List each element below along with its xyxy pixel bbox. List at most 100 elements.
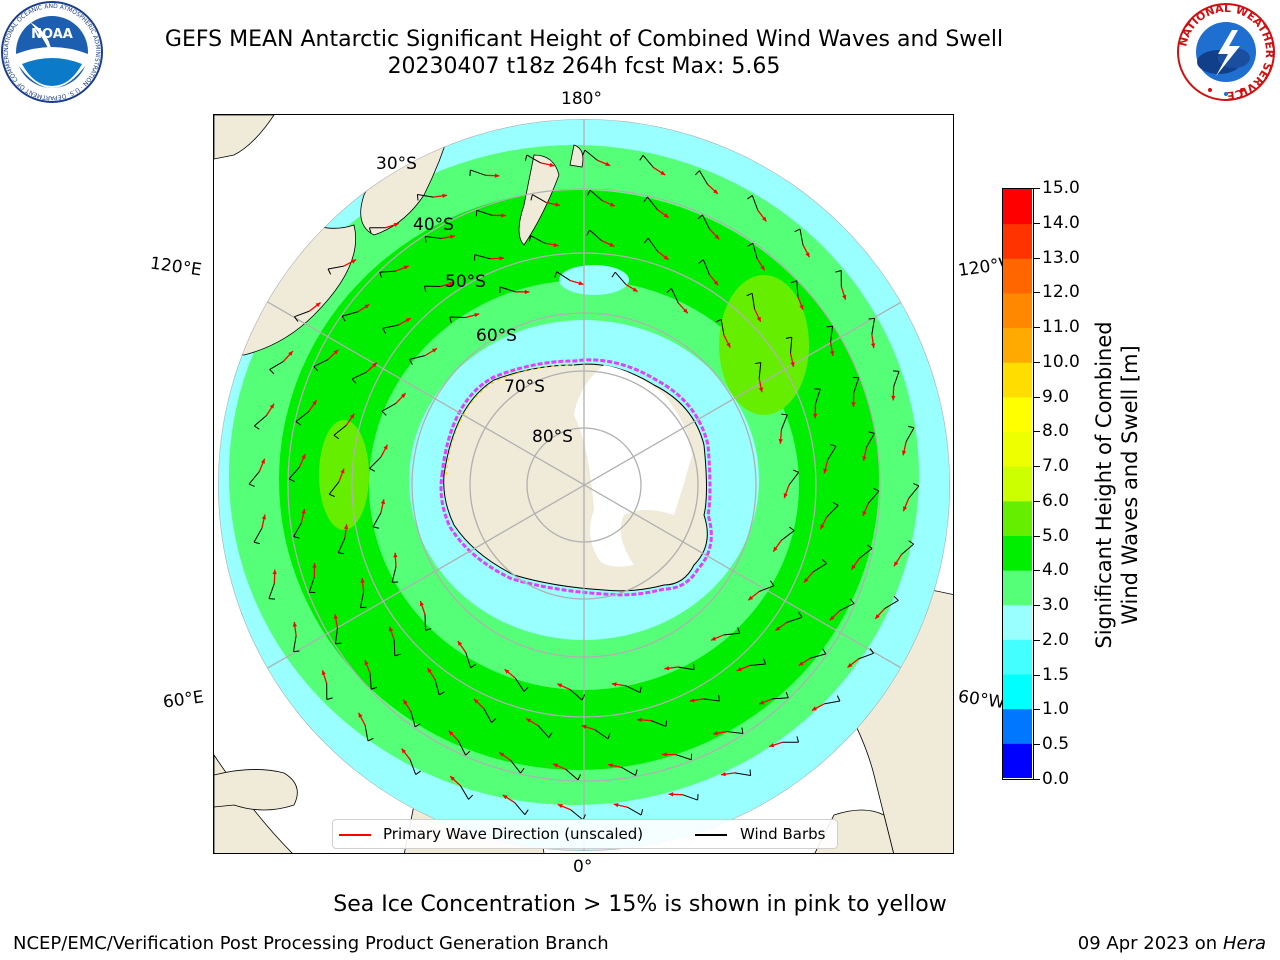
- wave-arrow-head: [581, 724, 587, 729]
- colorbar-tick-label: 10.0: [1042, 351, 1080, 372]
- wind-barb-feather: [382, 328, 387, 334]
- wind-barb: [589, 189, 603, 201]
- wave-arrow-head: [524, 289, 530, 295]
- wind-barb: [359, 591, 365, 608]
- wind-barb: [772, 697, 789, 700]
- wave-arrow-head: [609, 242, 615, 247]
- wave-arrow-head: [611, 682, 617, 687]
- wind-barb: [675, 754, 692, 761]
- wave-arrow-head: [736, 667, 742, 672]
- wave-arrow-head: [549, 162, 555, 168]
- wind-barb: [810, 653, 826, 659]
- wave-arrow-head: [351, 259, 357, 264]
- wind-barb-feather: [644, 237, 649, 244]
- wind-barb-feather: [835, 269, 842, 273]
- colorbar-tick-mark: [1034, 466, 1040, 468]
- wind-barb: [337, 538, 346, 553]
- wind-barb: [333, 424, 347, 436]
- colorbar-segment: [1003, 258, 1032, 294]
- wind-barb: [410, 711, 416, 727]
- wind-barb: [293, 522, 302, 537]
- wave-arrow-head: [432, 348, 438, 353]
- wind-barb: [642, 155, 654, 168]
- wind-barb-feather: [335, 642, 342, 645]
- wind-barb-feather: [468, 794, 474, 800]
- wind-barb: [393, 639, 396, 656]
- wind-barb-feather: [692, 663, 695, 670]
- wind-barb-feather: [367, 737, 374, 742]
- colorbar-segment: [1003, 639, 1032, 675]
- colorbar-tick-label: 9.0: [1042, 386, 1070, 407]
- wave-arrow-head: [301, 509, 306, 514]
- lat-label-80s: 80°S: [532, 427, 573, 447]
- wind-barb-feather: [295, 421, 302, 426]
- wind-barb: [824, 700, 841, 705]
- colorbar-tick-label: 6.0: [1042, 490, 1070, 511]
- wind-barb: [751, 195, 759, 211]
- wave-arrow-head: [605, 161, 611, 166]
- wind-barb-feather: [524, 154, 528, 161]
- wind-barb-feather: [698, 259, 704, 264]
- wave-arrow-head: [526, 718, 532, 723]
- wave-arrow-head: [288, 351, 293, 356]
- wind-barb-feather: [869, 648, 874, 654]
- wind-barb-feather: [581, 694, 586, 701]
- wind-barb-feather: [832, 502, 839, 506]
- wind-barb: [702, 259, 710, 275]
- colorbar-label: Significant Height of Combined Wind Wave…: [1091, 275, 1143, 695]
- wind-barb-feather: [326, 697, 333, 701]
- wind-barb: [859, 548, 873, 559]
- wind-barb: [866, 433, 875, 448]
- wave-arrow-head: [609, 202, 615, 207]
- wind-barb-feather: [294, 316, 299, 322]
- wave-arrow-head: [769, 743, 775, 748]
- wave-arrow-head: [502, 794, 508, 800]
- wave-arrow-head: [269, 403, 275, 409]
- wave-arrow-head: [891, 395, 896, 401]
- wind-barb-feather: [253, 541, 260, 545]
- wind-barb-feather: [822, 648, 827, 655]
- wave-arrow-head: [473, 698, 479, 704]
- wind-barb-feather: [269, 369, 275, 375]
- wind-barb-feather: [425, 628, 432, 631]
- wave-arrow-head: [403, 699, 408, 705]
- wind-barb-feather: [423, 286, 427, 293]
- colorbar-segment: [1003, 604, 1032, 640]
- wave-arrow-head: [761, 216, 767, 222]
- wave-arrow-head: [427, 667, 432, 673]
- wave-arrow-head: [389, 626, 394, 632]
- wind-barb-feather: [520, 767, 525, 774]
- wave-arrow-head: [662, 752, 667, 757]
- wave-arrow-head: [372, 362, 377, 368]
- wave-arrow-head: [823, 468, 828, 474]
- wind-barb: [556, 271, 571, 281]
- wind-barb: [409, 759, 417, 775]
- wind-barb: [369, 456, 382, 469]
- wind-barb-feather: [741, 727, 744, 734]
- wind-barb: [351, 371, 367, 380]
- lat-label-70s: 70°S: [504, 377, 545, 397]
- wind-barb: [248, 471, 260, 485]
- wave-arrow-head: [333, 349, 339, 355]
- wave-arrow-head: [450, 776, 455, 781]
- wind-barb: [703, 698, 720, 702]
- wind-barb-feather: [789, 526, 795, 532]
- wave-arrow-head: [805, 252, 810, 258]
- wind-barb-feather: [293, 650, 300, 653]
- footer-host: Hera: [1222, 933, 1266, 954]
- wind-barb: [699, 170, 708, 185]
- wind-barb-feather: [338, 552, 345, 555]
- wind-barb-feather: [288, 478, 295, 482]
- wind-barb-feather: [313, 366, 319, 372]
- wind-barb: [780, 414, 788, 430]
- lon-label-120e: 120°E: [148, 253, 203, 281]
- wave-arrow-head: [360, 578, 365, 583]
- wave-arrow-head: [783, 493, 788, 499]
- wave-arrow-head: [608, 763, 613, 768]
- wind-barb: [417, 193, 434, 198]
- wave-arrow-head: [726, 342, 731, 348]
- wind-barb-feather: [470, 664, 476, 669]
- colorbar-tick-mark: [1034, 361, 1040, 363]
- wind-barb: [449, 316, 466, 319]
- wind-barb: [328, 481, 340, 495]
